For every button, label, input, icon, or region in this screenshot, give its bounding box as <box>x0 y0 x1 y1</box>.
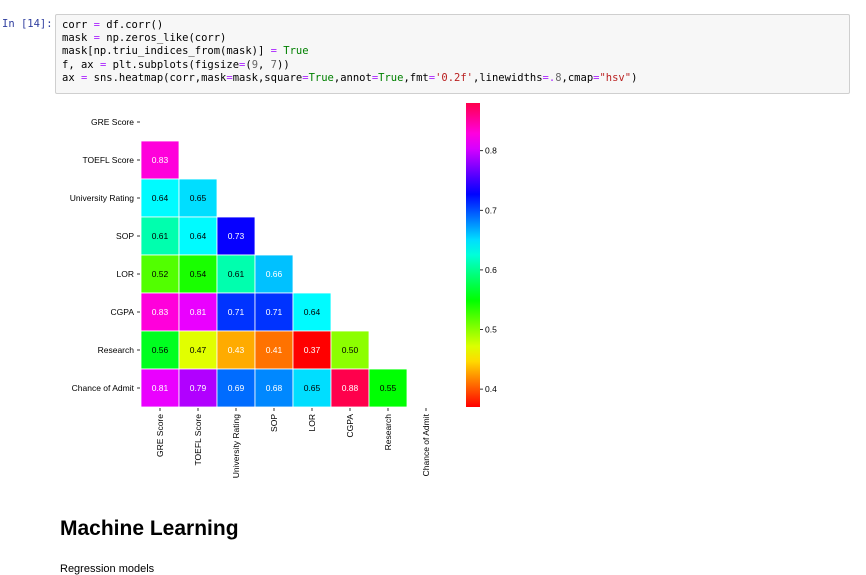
y-tick-label: Research <box>98 345 135 355</box>
colorbar-tick-label: 0.6 <box>485 265 497 275</box>
heatmap-cell <box>140 178 180 218</box>
code-line: ax = sns.heatmap(corr,mask=mask,square=T… <box>62 71 638 84</box>
heatmap-annotation: 0.81 <box>190 307 207 317</box>
x-tick-label: TOEFL Score <box>193 414 203 466</box>
y-tick-label: University Rating <box>70 193 135 203</box>
heatmap-annotation: 0.41 <box>266 345 283 355</box>
heatmap-annotation: 0.55 <box>380 383 397 393</box>
heatmap-annotation: 0.56 <box>152 345 169 355</box>
heatmap-annotation: 0.83 <box>152 155 169 165</box>
heatmap-annotation: 0.71 <box>266 307 283 317</box>
heatmap-annotation: 0.79 <box>190 383 207 393</box>
cell-prompt: In [14]: <box>2 18 53 30</box>
heatmap-annotation: 0.69 <box>228 383 245 393</box>
x-tick-label: LOR <box>307 414 317 431</box>
heatmap-cell <box>216 330 256 370</box>
heatmap-annotation: 0.64 <box>152 193 169 203</box>
heatmap-annotation: 0.52 <box>152 269 169 279</box>
heatmap-annotation: 0.73 <box>228 231 245 241</box>
x-tick-label: Chance of Admit <box>421 413 431 476</box>
heatmap-annotation: 0.71 <box>228 307 245 317</box>
heatmap-cell <box>330 368 370 408</box>
heatmap-annotation: 0.81 <box>152 383 169 393</box>
heatmap-annotation: 0.64 <box>190 231 207 241</box>
code-line: corr = df.corr() <box>62 19 164 31</box>
heatmap-cell <box>254 330 294 370</box>
heatmap-cell <box>140 330 180 370</box>
code-line: mask = np.zeros_like(corr) <box>62 32 227 45</box>
heatmap-annotation: 0.65 <box>190 193 207 203</box>
heatmap-cell <box>254 368 294 408</box>
heatmap-cell <box>292 330 332 370</box>
code-line: f, ax = plt.subplots(figsize=(9, 7)) <box>62 58 290 71</box>
heatmap-annotation: 0.43 <box>228 345 245 355</box>
y-tick-label: CGPA <box>111 307 135 317</box>
code-cell[interactable]: corr = df.corr() mask = np.zeros_like(cor… <box>55 14 850 94</box>
heatmap-cell <box>140 368 180 408</box>
colorbar-tick-label: 0.7 <box>485 205 497 215</box>
heatmap-annotation: 0.68 <box>266 383 283 393</box>
x-tick-label: Research <box>383 414 393 451</box>
heatmap-cell <box>178 368 218 408</box>
heatmap-cell <box>178 330 218 370</box>
heatmap-annotation: 0.65 <box>304 383 321 393</box>
colorbar-tick-label: 0.5 <box>485 325 497 335</box>
y-tick-label: SOP <box>116 231 134 241</box>
colorbar <box>466 103 480 407</box>
markdown-heading: Machine Learning <box>60 517 239 540</box>
heatmap-cell <box>254 254 294 294</box>
colorbar-tick-label: 0.4 <box>485 384 497 394</box>
x-tick-label: GRE Score <box>155 414 165 457</box>
heatmap-annotation: 0.54 <box>190 269 207 279</box>
heatmap-annotation: 0.50 <box>342 345 359 355</box>
x-tick-label: University Rating <box>231 414 241 479</box>
y-tick-label: TOEFL Score <box>83 155 135 165</box>
code-line: mask[np.triu_indices_from(mask)] = True <box>62 45 309 58</box>
colorbar-tick-label: 0.8 <box>485 146 497 156</box>
heatmap-cell <box>254 292 294 332</box>
heatmap-annotation: 0.61 <box>228 269 245 279</box>
heatmap-annotation: 0.37 <box>304 345 321 355</box>
heatmap-figure: 0.83 0.64 0.65 0.61 0.64 0.73 0.52 0.54 0.61 0.66… <box>70 103 497 479</box>
heatmap-cell <box>216 216 256 256</box>
markdown-text: Regression models <box>60 563 155 575</box>
x-tick-label: CGPA <box>345 414 355 438</box>
y-tick-label: GRE Score <box>91 117 134 127</box>
heatmap-annotation: 0.83 <box>152 307 169 317</box>
heatmap-cell <box>178 178 218 218</box>
heatmap-cell <box>178 292 218 332</box>
heatmap-cell <box>178 254 218 294</box>
heatmap-cell <box>330 330 370 370</box>
heatmap-cell <box>368 368 408 408</box>
heatmap-annotation: 0.88 <box>342 383 359 393</box>
heatmap-annotation: 0.47 <box>190 345 207 355</box>
heatmap-cell <box>140 140 180 180</box>
heatmap-annotation: 0.66 <box>266 269 283 279</box>
x-tick-label: SOP <box>269 414 279 432</box>
heatmap-annotation: 0.64 <box>304 307 321 317</box>
y-tick-label: Chance of Admit <box>72 383 135 393</box>
heatmap-annotation: 0.61 <box>152 231 169 241</box>
y-tick-label: LOR <box>117 269 134 279</box>
